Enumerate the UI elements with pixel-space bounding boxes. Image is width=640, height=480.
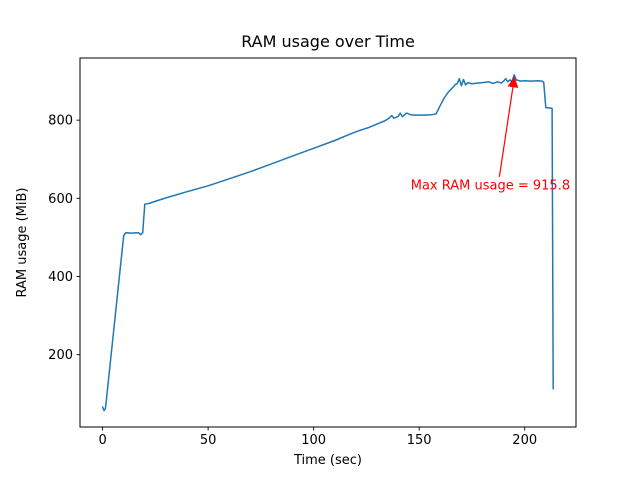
annotation-arrow (498, 76, 519, 177)
axis-ticks: 0 50 100 150 200 200 400 600 800 (48, 114, 537, 448)
y-tick-label: 600 (48, 192, 73, 207)
y-axis-label: RAM usage (MiB) (15, 188, 30, 298)
x-tick-label: 150 (407, 433, 432, 448)
x-tick-label: 200 (512, 433, 537, 448)
x-tick-label: 50 (200, 433, 217, 448)
chart-title: RAM usage over Time (241, 32, 415, 51)
y-tick-label: 800 (48, 114, 73, 129)
y-tick-label: 200 (48, 348, 73, 363)
annotation-max-ram-label: Max RAM usage = 915.8 (411, 179, 570, 194)
y-tick-label: 400 (48, 270, 73, 285)
plot-border (79, 57, 577, 428)
x-axis-label: Time (sec) (293, 453, 362, 468)
ram-usage-line (101, 74, 554, 412)
x-tick-label: 100 (301, 433, 326, 448)
x-tick-label: 0 (98, 433, 106, 448)
